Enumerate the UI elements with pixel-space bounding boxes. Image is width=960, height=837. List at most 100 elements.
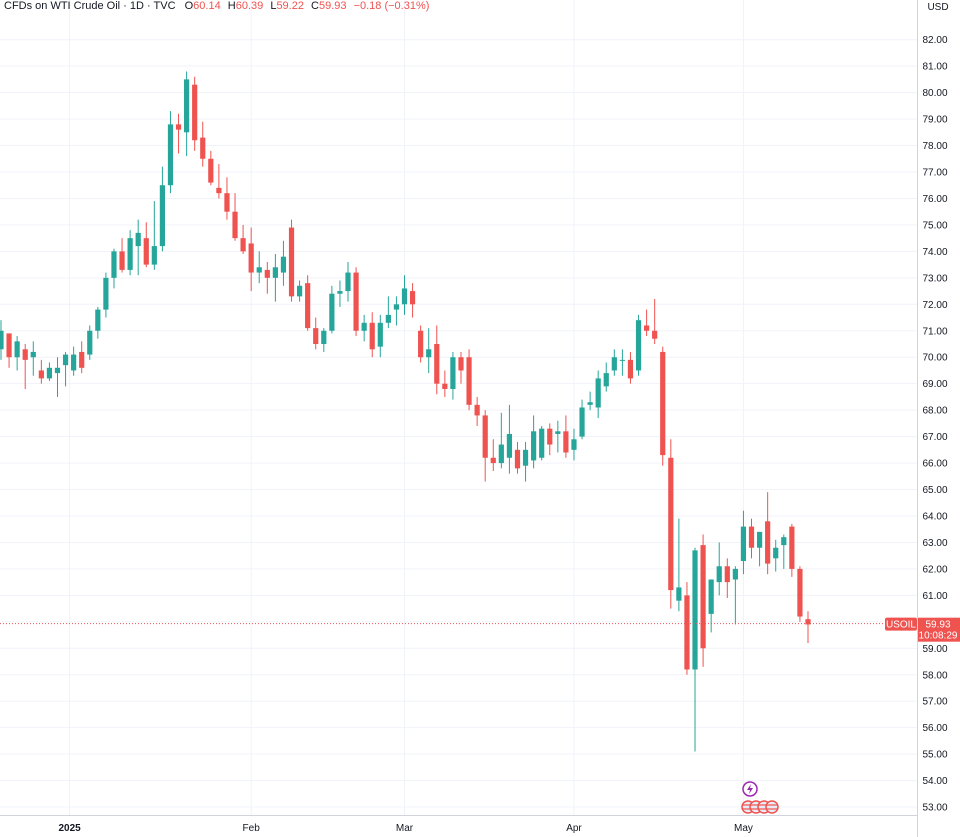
candle[interactable] (587, 391, 593, 411)
candle[interactable] (208, 150, 214, 186)
event-markers[interactable] (741, 781, 779, 814)
candle[interactable] (781, 534, 787, 569)
candle[interactable] (175, 113, 182, 154)
candle[interactable] (522, 441, 529, 482)
candle[interactable] (353, 267, 359, 337)
candle[interactable] (111, 248, 117, 289)
candle[interactable] (514, 441, 521, 474)
candle[interactable] (216, 164, 222, 199)
candle[interactable] (732, 566, 738, 625)
us-flag-icon[interactable] (741, 800, 779, 814)
candle[interactable] (644, 309, 650, 337)
candle[interactable] (619, 349, 625, 376)
candle[interactable] (272, 254, 278, 302)
candle[interactable] (579, 399, 585, 440)
candle[interactable] (305, 275, 311, 331)
candle[interactable] (393, 296, 400, 326)
candle[interactable] (159, 166, 165, 252)
candle[interactable] (724, 558, 730, 599)
candle[interactable] (22, 343, 28, 389)
candle[interactable] (95, 306, 101, 339)
candle[interactable] (676, 518, 682, 612)
candle[interactable] (660, 346, 666, 466)
candle[interactable] (466, 349, 472, 411)
candle[interactable] (401, 275, 408, 315)
candle[interactable] (756, 531, 763, 567)
candle[interactable] (458, 351, 464, 384)
candle[interactable] (6, 333, 12, 368)
candle[interactable] (740, 510, 747, 575)
candle[interactable] (773, 539, 779, 572)
candle[interactable] (418, 325, 424, 363)
candle[interactable] (668, 439, 674, 609)
candle[interactable] (603, 362, 609, 392)
candle[interactable] (30, 341, 36, 376)
candle[interactable] (409, 283, 416, 318)
candle[interactable] (119, 238, 125, 273)
candle[interactable] (531, 415, 537, 469)
candle[interactable] (716, 542, 722, 596)
candle[interactable] (765, 492, 771, 575)
candle[interactable] (652, 299, 658, 344)
candle[interactable] (684, 582, 690, 675)
plot-area[interactable] (0, 0, 917, 815)
candle[interactable] (539, 426, 545, 461)
candle[interactable] (62, 351, 69, 387)
candle[interactable] (167, 111, 174, 194)
candle[interactable] (385, 296, 391, 329)
candle[interactable] (184, 71, 190, 157)
candle[interactable] (0, 320, 4, 360)
candle[interactable] (71, 346, 77, 376)
candle[interactable] (498, 412, 504, 469)
candle[interactable] (700, 534, 706, 667)
candle[interactable] (482, 410, 488, 482)
candle[interactable] (748, 518, 755, 559)
candle[interactable] (563, 415, 569, 458)
candle[interactable] (377, 314, 383, 358)
candle[interactable] (547, 423, 553, 456)
candle[interactable] (127, 230, 133, 276)
candle[interactable] (627, 351, 634, 384)
candle[interactable] (143, 222, 149, 268)
candle[interactable] (232, 193, 238, 241)
candle[interactable] (313, 317, 319, 350)
candle[interactable] (361, 314, 367, 342)
candle[interactable] (555, 420, 561, 453)
candle[interactable] (789, 523, 795, 577)
candle[interactable] (192, 76, 198, 151)
candle[interactable] (611, 349, 617, 376)
candle[interactable] (151, 201, 157, 270)
candle[interactable] (442, 370, 448, 397)
candle[interactable] (805, 611, 811, 644)
candle[interactable] (256, 251, 262, 284)
candle[interactable] (571, 428, 577, 461)
candle[interactable] (450, 351, 456, 400)
candle[interactable] (264, 261, 270, 294)
candle[interactable] (135, 219, 141, 276)
candle[interactable] (46, 362, 53, 382)
time-axis[interactable]: 2025 Feb Mar Apr May (58, 823, 752, 834)
candle[interactable] (474, 396, 480, 427)
candle[interactable] (506, 404, 513, 474)
candle[interactable] (14, 336, 20, 371)
candle[interactable] (692, 547, 698, 752)
candle[interactable] (87, 325, 93, 360)
price-axis[interactable]: 53.0054.0055.0056.0057.0058.0059.0060.00… (922, 35, 947, 813)
candle[interactable] (635, 314, 642, 376)
candle[interactable] (369, 312, 375, 358)
candle[interactable] (79, 341, 85, 374)
candle[interactable] (224, 177, 230, 220)
candle[interactable] (103, 272, 109, 318)
candle[interactable] (595, 370, 601, 419)
candle[interactable] (240, 224, 246, 255)
candle[interactable] (434, 325, 440, 395)
candle[interactable] (345, 261, 351, 302)
candle[interactable] (337, 280, 343, 307)
candle[interactable] (329, 285, 335, 334)
candle[interactable] (490, 439, 496, 472)
candle[interactable] (426, 328, 432, 374)
candle[interactable] (200, 121, 206, 167)
candle[interactable] (321, 328, 327, 352)
candle[interactable] (797, 566, 803, 622)
